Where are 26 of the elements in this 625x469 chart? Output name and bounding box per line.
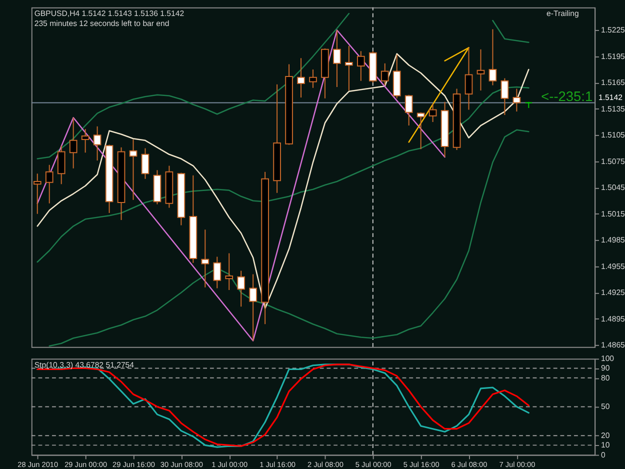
ref-line-label: 1.5142	[598, 92, 622, 102]
y-tick-label: 1.4895	[600, 314, 625, 324]
y-tick-label: 0	[600, 450, 606, 460]
y-tick-label: 1.5045	[600, 183, 625, 192]
y-tick-label: 1.5075	[600, 156, 625, 166]
y-tick-label: 1.5225	[600, 26, 625, 35]
y-tick-label: 1.4985	[600, 236, 625, 245]
y-tick-label: 10	[600, 440, 610, 450]
annotation: <--235:1	[541, 88, 593, 104]
y-tick-label: 1.4865	[600, 340, 625, 350]
y-tick-label: 1.4955	[600, 262, 625, 271]
chart-title: Stp(10,3,3) 43.6782 51.2754	[34, 360, 135, 370]
y-tick-label: 1.5015	[600, 209, 625, 218]
y-tick-label: 100	[600, 354, 615, 364]
y-tick-label: 50	[600, 402, 610, 412]
chart-title: GBPUSD,H4 1.5142 1.5143 1.5136 1.5142	[34, 9, 184, 18]
y-tick-label: 1.5135	[600, 104, 625, 114]
y-tick-label: 1.5105	[600, 130, 625, 140]
text: 235 minutes 12 seconds left to bar end	[34, 19, 170, 28]
y-tick-label: 1.5195	[600, 52, 625, 61]
y-tick-label: 80	[600, 373, 610, 382]
y-tick-label: 20	[600, 431, 610, 440]
y-tick-label: 90	[600, 364, 610, 373]
annotation: e-Trailing	[546, 9, 579, 18]
y-tick-label: 1.5165	[600, 78, 625, 88]
y-tick-label: 1.4925	[600, 288, 625, 298]
